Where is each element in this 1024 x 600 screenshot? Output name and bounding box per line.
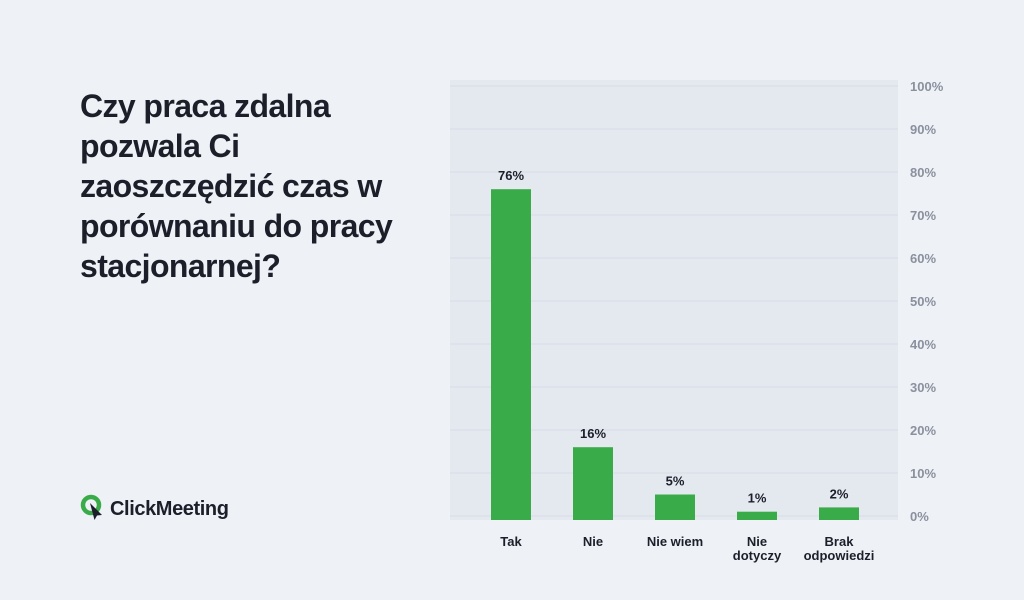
y-tick-label: 100% (910, 79, 944, 94)
data-label: 5% (666, 474, 685, 489)
clickmeeting-logo: ClickMeeting (80, 494, 229, 525)
bar (655, 494, 695, 520)
data-label: 2% (830, 486, 849, 501)
y-axis-ticks: 0% 10% 20% 30% 40% 50% 60% 70% 80% 90% 100% (910, 79, 944, 524)
y-tick-label: 40% (910, 337, 936, 352)
y-tick-label: 30% (910, 380, 936, 395)
data-label: 16% (580, 426, 606, 441)
bars (491, 189, 859, 520)
bar (819, 507, 859, 520)
data-label: 76% (498, 168, 524, 183)
data-label: 1% (748, 491, 767, 506)
x-tick-label: Brak (825, 534, 855, 549)
bar (491, 189, 531, 520)
y-tick-label: 90% (910, 122, 936, 137)
y-tick-label: 10% (910, 466, 936, 481)
y-tick-label: 20% (910, 423, 936, 438)
y-tick-label: 50% (910, 294, 936, 309)
y-tick-label: 70% (910, 208, 936, 223)
y-tick-label: 80% (910, 165, 936, 180)
chart-title: Czy praca zdalna pozwala Ci zaoszczędzić… (80, 88, 393, 284)
bar (573, 447, 613, 520)
y-tick-label: 60% (910, 251, 936, 266)
data-labels: 76% 16% 5% 1% 2% (498, 168, 849, 506)
x-tick-label: Nie wiem (647, 534, 703, 549)
x-tick-label: Nie (747, 534, 767, 549)
x-tick-label: Tak (500, 534, 522, 549)
x-tick-label: odpowiedzi (804, 548, 875, 563)
x-tick-label: dotyczy (733, 548, 782, 563)
logo-text: ClickMeeting (110, 498, 229, 520)
y-tick-label: 0% (910, 509, 929, 524)
clickmeeting-logo-icon (80, 494, 106, 525)
bar (737, 511, 777, 520)
x-tick-label: Nie (583, 534, 603, 549)
